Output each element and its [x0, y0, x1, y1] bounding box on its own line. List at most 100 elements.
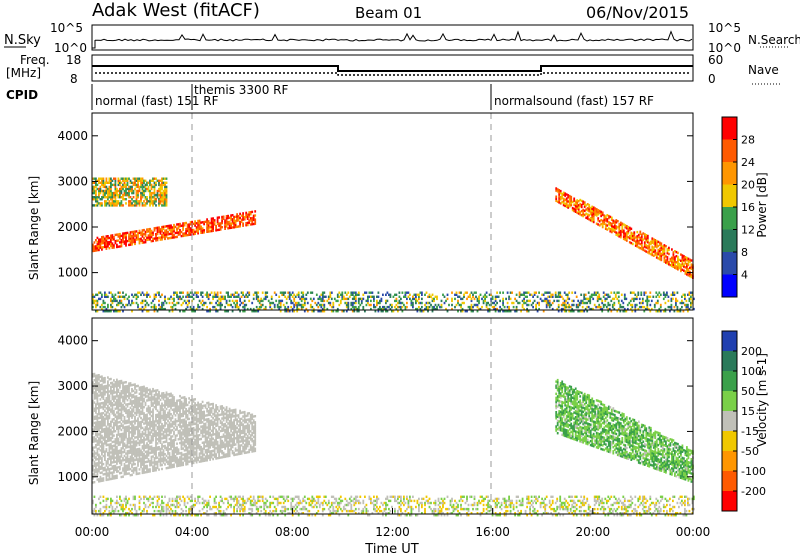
range-cell: [170, 404, 172, 408]
range-cell: [111, 183, 114, 187]
range-cell: [487, 307, 489, 311]
range-cell: [159, 232, 162, 235]
range-cell: [584, 301, 587, 305]
range-cell: [633, 237, 636, 240]
range-cell: [105, 470, 108, 473]
range-cell: [155, 454, 157, 458]
range-cell: [105, 191, 108, 195]
range-cell: [158, 425, 160, 428]
range-cell: [248, 211, 251, 214]
range-cell: [212, 223, 214, 226]
range-cell: [155, 200, 157, 203]
range-cell: [114, 198, 117, 201]
range-cell: [236, 299, 238, 303]
range-cell: [248, 293, 251, 296]
range-cell: [99, 297, 102, 301]
range-cell: [95, 374, 97, 377]
range-cell: [138, 202, 141, 205]
range-cell: [125, 466, 127, 470]
range-cell: [512, 305, 515, 309]
range-cell: [111, 234, 114, 237]
range-cell: [183, 400, 186, 403]
range-cell: [93, 395, 96, 398]
range-cell: [140, 301, 142, 305]
range-cell: [188, 301, 190, 305]
range-cell: [150, 196, 153, 199]
range-cell: [466, 291, 468, 294]
range-cell: [144, 395, 147, 398]
range-cell: [330, 310, 333, 313]
range-cell: [186, 299, 189, 303]
range-cell: [110, 471, 112, 475]
range-cell: [153, 227, 156, 230]
range-cell: [177, 462, 180, 465]
range-cell: [138, 409, 141, 412]
range-cell: [590, 293, 593, 296]
range-cell: [177, 227, 180, 230]
range-cell: [616, 234, 619, 237]
range-cell: [141, 467, 144, 470]
range-cell: [111, 202, 114, 205]
range-cell: [287, 291, 290, 294]
range-cell: [161, 293, 163, 296]
range-cell: [125, 387, 127, 390]
range-cell: [98, 423, 100, 426]
range-cell: [141, 196, 144, 199]
range-cell: [165, 185, 168, 189]
range-cell: [573, 207, 576, 211]
range-cell: [643, 293, 646, 296]
range-cell: [95, 466, 97, 469]
range-cell: [102, 479, 105, 482]
range-cell: [125, 303, 127, 307]
range-cell: [158, 307, 160, 311]
range-cell: [108, 398, 111, 401]
range-cell: [651, 239, 654, 242]
range-cell: [503, 310, 506, 313]
range-cell: [177, 464, 180, 467]
range-cell: [153, 450, 156, 454]
range-cell: [147, 236, 150, 239]
range-cell: [367, 301, 369, 305]
range-cell: [329, 291, 332, 294]
range-cell: [344, 291, 347, 294]
range-cell: [607, 303, 610, 307]
range-cell: [589, 217, 592, 220]
range-cell: [451, 291, 453, 294]
range-cell: [170, 226, 172, 229]
range-cell: [185, 463, 187, 466]
range-cell: [168, 462, 171, 465]
range-cell: [583, 205, 586, 208]
range-cell: [137, 472, 139, 475]
range-cell: [488, 303, 491, 307]
range-cell: [144, 413, 147, 417]
range-cell: [120, 406, 123, 409]
range-cell: [661, 251, 664, 254]
range-cell: [559, 293, 562, 296]
range-cell: [201, 227, 204, 230]
range-cell: [180, 455, 183, 459]
range-cell: [116, 456, 118, 459]
range-cell: [147, 293, 150, 296]
range-cell: [225, 217, 228, 220]
range-cell: [143, 181, 145, 184]
range-cell: [364, 310, 366, 313]
range-cell: [159, 455, 162, 459]
range-cell: [140, 463, 142, 467]
range-cell: [96, 392, 99, 396]
range-cell: [185, 412, 187, 415]
range-cell: [120, 196, 123, 199]
range-cell: [636, 230, 639, 234]
range-cell: [675, 261, 678, 264]
range-cell: [125, 389, 127, 392]
range-cell: [96, 249, 99, 252]
range-cell: [442, 293, 444, 296]
range-cell: [117, 413, 120, 416]
range-cell: [102, 191, 105, 195]
range-cell: [216, 222, 219, 226]
range-cell: [98, 416, 100, 420]
range-cell: [140, 231, 142, 234]
range-cell: [117, 453, 120, 457]
range-cell: [177, 297, 180, 301]
range-cell: [146, 450, 148, 453]
range-cell: [353, 305, 356, 309]
